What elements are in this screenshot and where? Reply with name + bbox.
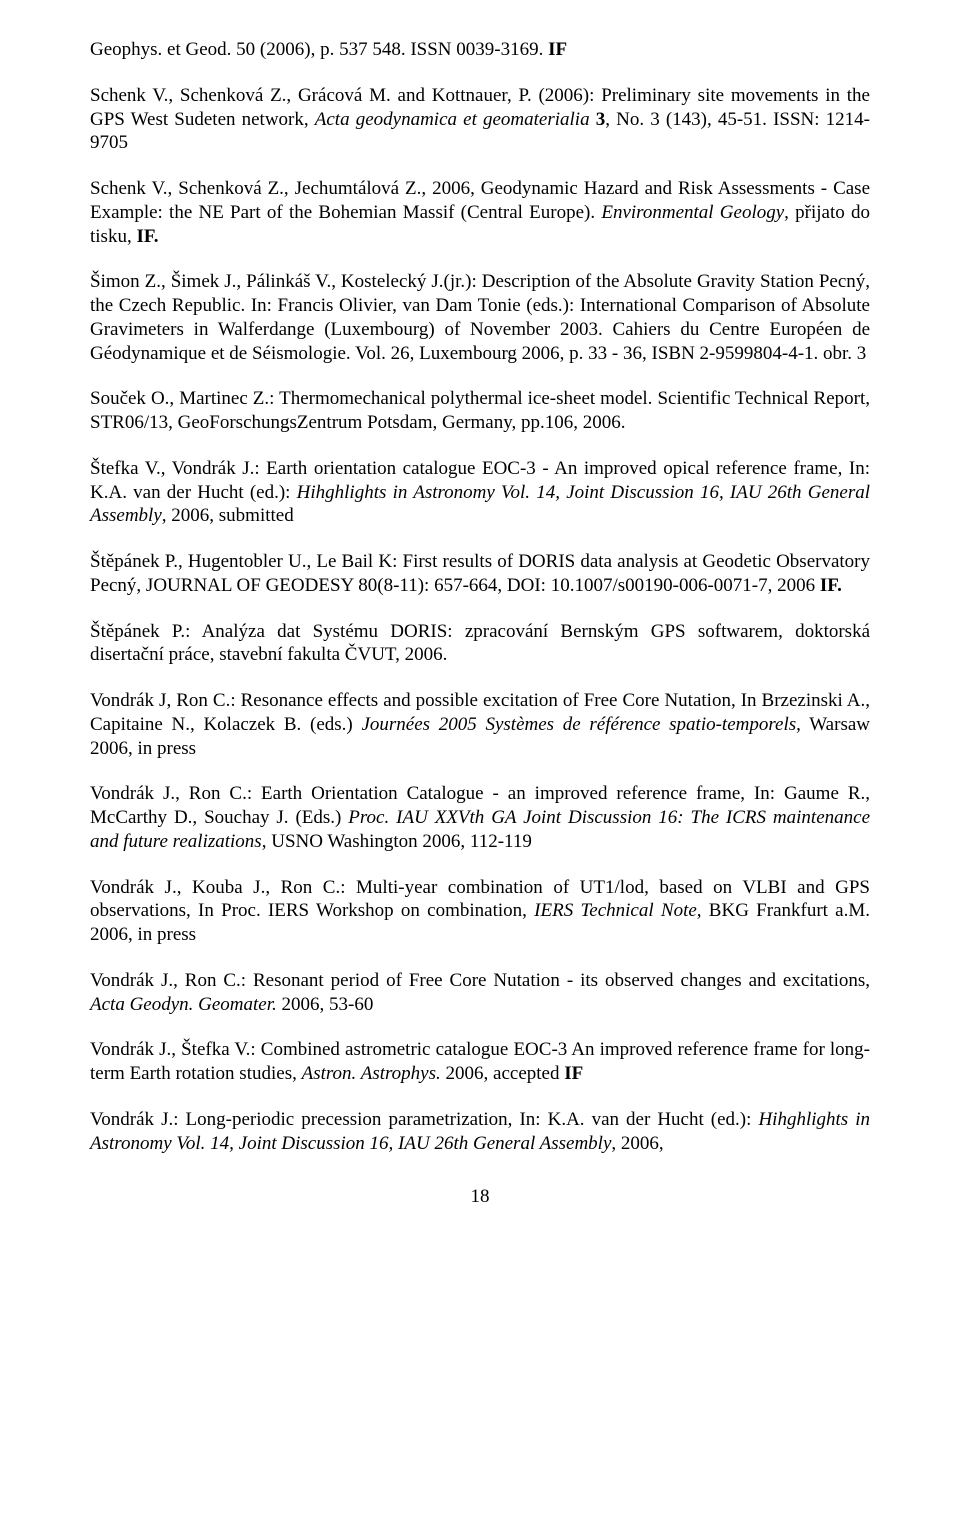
reference-text: Acta geodynamica et geomaterialia [315, 109, 590, 130]
reference-text: Šimon Z., Šimek J., Pálinkáš V., Kostele… [90, 271, 870, 363]
reference-entry: Geophys. et Geod. 50 (2006), p. 537 548.… [90, 38, 870, 62]
page-number: 18 [90, 1185, 870, 1209]
reference-text: 2006, accepted [441, 1063, 564, 1084]
reference-text: 3 [596, 109, 606, 130]
reference-text: Vondrák J., Ron C.: Resonant period of F… [90, 970, 870, 991]
reference-text: IERS Technical Note, [534, 900, 701, 921]
reference-text: Štěpánek P.: Analýza dat Systému DORIS: … [90, 621, 870, 666]
reference-text: Souček O., Martinec Z.: Thermomechanical… [90, 388, 870, 433]
reference-entry: Šimon Z., Šimek J., Pálinkáš V., Kostele… [90, 270, 870, 365]
reference-entry: Schenk V., Schenková Z., Grácová M. and … [90, 84, 870, 155]
reference-entry: Štěpánek P.: Analýza dat Systému DORIS: … [90, 620, 870, 668]
reference-text: , 2006, submitted [162, 505, 294, 526]
reference-entry: Vondrák J., Štefka V.: Combined astromet… [90, 1038, 870, 1086]
reference-text: , 2006, [611, 1133, 663, 1154]
reference-entry: Vondrák J.: Long-periodic precession par… [90, 1108, 870, 1156]
reference-entry: Vondrák J., Kouba J., Ron C.: Multi-year… [90, 876, 870, 947]
reference-entry: Vondrák J., Ron C.: Earth Orientation Ca… [90, 782, 870, 853]
reference-entry: Souček O., Martinec Z.: Thermomechanical… [90, 387, 870, 435]
reference-entry: Štěpánek P., Hugentobler U., Le Bail K: … [90, 550, 870, 598]
reference-text: Geophys. et Geod. 50 (2006), p. 537 548.… [90, 39, 548, 60]
reference-entry: Vondrák J, Ron C.: Resonance effects and… [90, 689, 870, 760]
reference-text: Environmental Geology [601, 202, 784, 223]
reference-text: Journées 2005 Systèmes de référence spat… [361, 714, 796, 735]
reference-text: 2006, 53-60 [277, 994, 374, 1015]
reference-text: IF. [136, 226, 158, 247]
reference-entry: Schenk V., Schenková Z., Jechumtálová Z.… [90, 177, 870, 248]
reference-text: Vondrák J.: Long-periodic precession par… [90, 1109, 758, 1130]
reference-text: , USNO Washington 2006, 112-119 [262, 831, 532, 852]
reference-entry: Štefka V., Vondrák J.: Earth orientation… [90, 457, 870, 528]
reference-text: IF [564, 1063, 583, 1084]
reference-text: Astron. Astrophys. [302, 1063, 441, 1084]
reference-entry: Vondrák J., Ron C.: Resonant period of F… [90, 969, 870, 1017]
reference-text: Acta Geodyn. Geomater. [90, 994, 277, 1015]
reference-text: IF [548, 39, 567, 60]
reference-text: Štěpánek P., Hugentobler U., Le Bail K: … [90, 551, 870, 596]
references-list: Geophys. et Geod. 50 (2006), p. 537 548.… [90, 38, 870, 1155]
reference-text: IF. [820, 575, 842, 596]
